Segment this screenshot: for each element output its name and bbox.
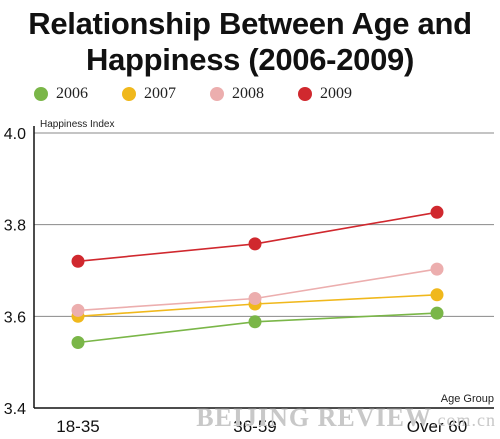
series-group bbox=[71, 205, 444, 349]
legend-item-2006: 2006 bbox=[34, 85, 88, 103]
x-tick-label-0: 18-35 bbox=[56, 417, 99, 436]
chart-title-line-1: Relationship Between Age and bbox=[28, 6, 472, 41]
legend-item-2009: 2009 bbox=[298, 85, 352, 103]
y-tick-label-4.0: 4.0 bbox=[4, 126, 26, 143]
legend-item-2007: 2007 bbox=[122, 85, 176, 103]
legend-marker-2006 bbox=[34, 87, 48, 101]
data-point-2008-1 bbox=[248, 292, 262, 305]
legend: 2006 2007 2008 2009 bbox=[34, 84, 386, 104]
data-point-2009-0 bbox=[71, 254, 85, 268]
legend-marker-2007 bbox=[122, 87, 136, 101]
gridlines bbox=[34, 132, 494, 317]
legend-marker-2008 bbox=[210, 87, 224, 101]
data-point-2009-1 bbox=[248, 237, 262, 251]
y-tick-label-3.8: 3.8 bbox=[4, 218, 26, 235]
x-tick-label-2: Over 60 bbox=[407, 417, 467, 436]
x-tick-labels: 18-35 36-59 Over 60 bbox=[56, 417, 467, 436]
x-axis-label: Age Group bbox=[441, 393, 494, 405]
chart-title: Relationship Between Age and Happiness (… bbox=[0, 6, 500, 78]
watermark-suffix: .com.cn bbox=[432, 410, 496, 430]
data-point-2009-2 bbox=[430, 205, 444, 219]
legend-label-2007: 2007 bbox=[144, 85, 176, 102]
data-point-2006-1 bbox=[248, 315, 262, 329]
chart-title-line-2: Happiness (2006-2009) bbox=[86, 42, 414, 77]
data-point-2006-0 bbox=[71, 336, 85, 349]
data-point-2008-0 bbox=[71, 303, 85, 317]
series-line-2009 bbox=[77, 211, 438, 263]
legend-label-2008: 2008 bbox=[232, 85, 264, 102]
watermark-main: BEIJING REVIEW bbox=[196, 403, 433, 432]
axes bbox=[33, 126, 494, 409]
x-tick-label-1: 36-59 bbox=[233, 417, 276, 436]
legend-item-2008: 2008 bbox=[210, 85, 264, 103]
y-tick-labels: 3.4 3.6 3.8 4.0 bbox=[4, 126, 26, 418]
data-point-2007-2 bbox=[430, 288, 444, 302]
legend-label-2006: 2006 bbox=[56, 85, 88, 102]
data-point-2006-2 bbox=[430, 306, 444, 320]
legend-label-2009: 2009 bbox=[320, 85, 352, 102]
legend-marker-2009 bbox=[298, 87, 312, 101]
y-tick-label-3.6: 3.6 bbox=[4, 309, 26, 326]
y-axis-label: Happiness Index bbox=[40, 119, 115, 130]
y-tick-label-3.4: 3.4 bbox=[4, 401, 26, 418]
watermark: BEIJING REVIEW.com.cn bbox=[196, 403, 496, 433]
data-point-2008-2 bbox=[430, 262, 444, 276]
